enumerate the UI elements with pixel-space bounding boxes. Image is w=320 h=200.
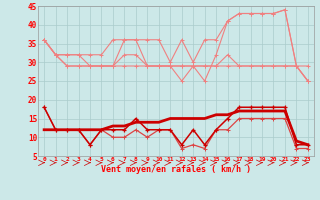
- X-axis label: Vent moyen/en rafales ( km/h ): Vent moyen/en rafales ( km/h ): [101, 165, 251, 174]
